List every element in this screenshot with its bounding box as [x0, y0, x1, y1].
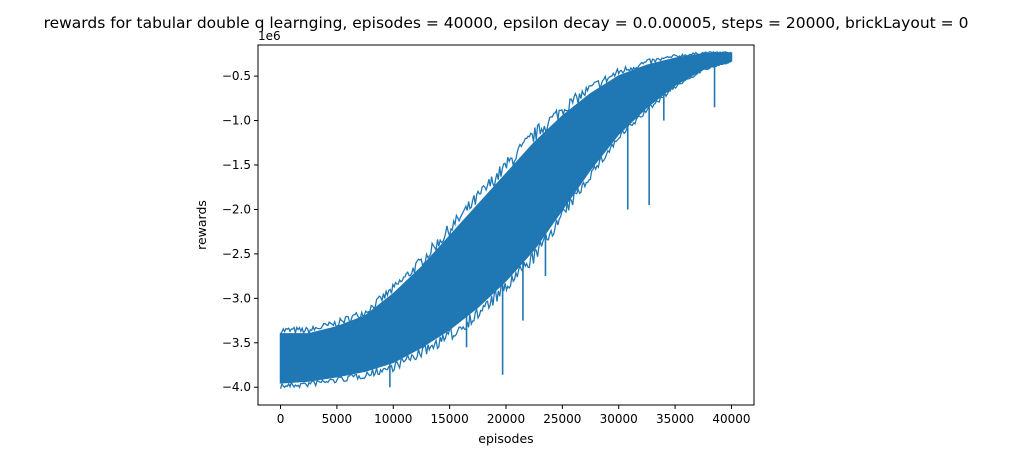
x-tick-label: 35000 — [656, 412, 694, 426]
y-tick-label: −1.0 — [222, 114, 251, 128]
y-tick-label: −3.5 — [222, 336, 251, 350]
y-axis: −4.0 −3.5 −3.0 −2.5 −2.0 −1.5 −1.0 −0.5 — [222, 69, 258, 394]
y-offset-label: 1e6 — [258, 29, 281, 43]
y-tick-label: −0.5 — [222, 69, 251, 83]
series-layer — [279, 50, 733, 389]
y-tick-label: −1.5 — [222, 158, 251, 172]
x-tick-label: 40000 — [712, 412, 750, 426]
x-tick-label: 25000 — [543, 412, 581, 426]
y-tick-label: −3.0 — [222, 291, 251, 305]
chart-title: rewards for tabular double q learnging, … — [44, 14, 969, 32]
plot-area — [279, 50, 733, 389]
x-tick-label: 5000 — [322, 412, 353, 426]
x-axis: 0 5000 10000 15000 20000 25000 30000 35000 40000 — [277, 405, 751, 426]
reward-series-lower-edge — [279, 60, 732, 389]
x-axis-label: episodes — [478, 431, 533, 446]
y-tick-label: −2.5 — [222, 247, 251, 261]
x-tick-label: 20000 — [487, 412, 525, 426]
y-tick-label: −2.0 — [222, 202, 251, 216]
x-tick-label: 10000 — [374, 412, 412, 426]
x-tick-label: 30000 — [600, 412, 638, 426]
reward-series-envelope — [279, 52, 733, 384]
reward-series-upper-edge — [279, 50, 732, 336]
x-tick-label: 0 — [277, 412, 285, 426]
x-tick-label: 15000 — [431, 412, 469, 426]
y-axis-label: rewards — [194, 200, 209, 250]
y-tick-label: −4.0 — [222, 380, 251, 394]
